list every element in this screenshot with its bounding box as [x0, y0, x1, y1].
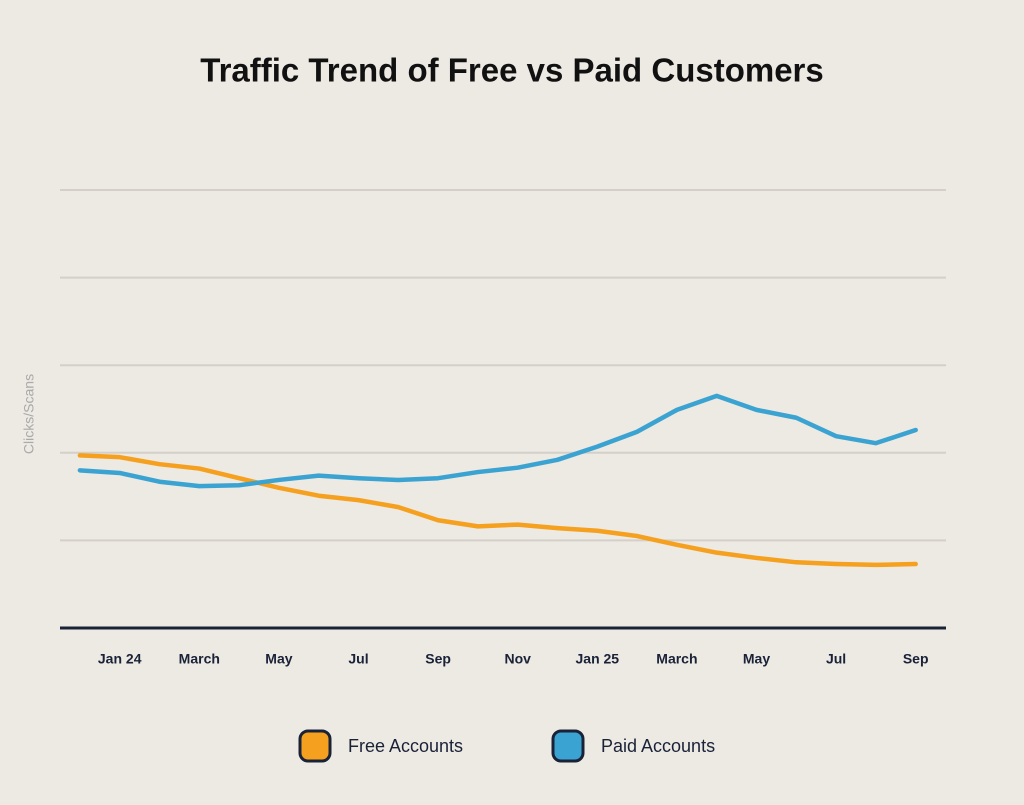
legend-swatch	[298, 729, 332, 763]
legend-swatch	[551, 729, 585, 763]
legend-label: Paid Accounts	[601, 736, 715, 756]
x-tick-label: March	[179, 651, 220, 667]
x-tick-label: Jan 25	[576, 651, 620, 667]
x-tick-label: May	[265, 651, 292, 667]
x-tick-label: Jul	[826, 651, 846, 667]
series-line	[77, 453, 918, 568]
x-tick-label: Nov	[504, 651, 531, 667]
x-tick-label: Sep	[425, 651, 451, 667]
x-tick-label: March	[656, 651, 697, 667]
y-axis-label: Clicks/Scans	[21, 374, 37, 454]
legend-label: Free Accounts	[348, 736, 463, 756]
x-tick-label: Jan 24	[98, 651, 142, 667]
series-line	[77, 393, 918, 489]
x-tick-label: Sep	[903, 651, 929, 667]
x-tick-label: May	[743, 651, 770, 667]
x-tick-label: Jul	[348, 651, 368, 667]
chart-title: Traffic Trend of Free vs Paid Customers	[200, 52, 824, 89]
